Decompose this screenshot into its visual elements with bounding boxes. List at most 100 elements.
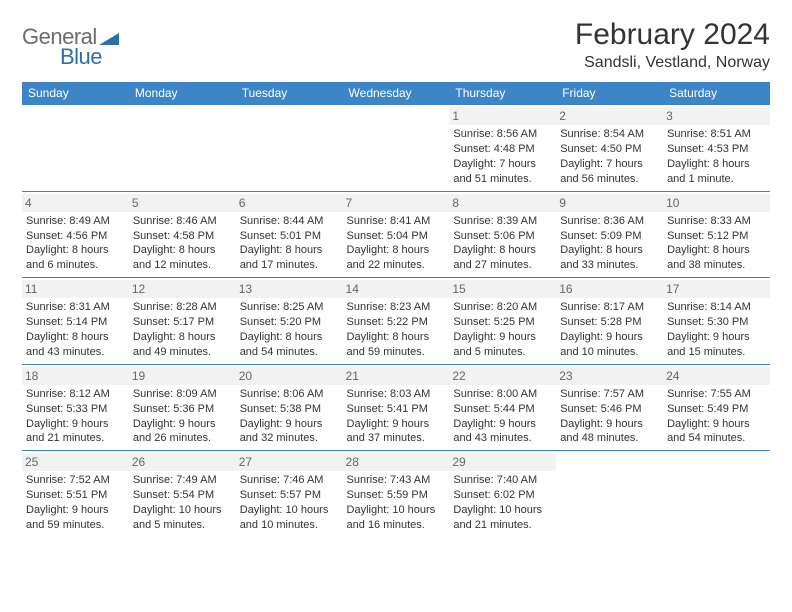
daylight-line: Daylight: 8 hours and 59 minutes. (347, 330, 446, 360)
sunset-line: Sunset: 5:06 PM (453, 229, 552, 244)
sunrise-line: Sunrise: 8:14 AM (667, 300, 766, 315)
day-number: 7 (343, 194, 450, 212)
calendar-day-cell (556, 451, 663, 537)
sunset-line: Sunset: 5:30 PM (667, 315, 766, 330)
col-saturday: Saturday (663, 82, 770, 105)
calendar-day-cell: 13Sunrise: 8:25 AMSunset: 5:20 PMDayligh… (236, 278, 343, 365)
daylight-line: Daylight: 9 hours and 32 minutes. (240, 417, 339, 447)
calendar-day-cell: 6Sunrise: 8:44 AMSunset: 5:01 PMDaylight… (236, 191, 343, 278)
day-number: 12 (129, 280, 236, 298)
month-title: February 2024 (575, 18, 770, 52)
logo-word-blue: Blue (22, 44, 102, 70)
sunset-line: Sunset: 4:50 PM (560, 142, 659, 157)
calendar-day-cell: 21Sunrise: 8:03 AMSunset: 5:41 PMDayligh… (343, 364, 450, 451)
sunrise-line: Sunrise: 8:54 AM (560, 127, 659, 142)
sunset-line: Sunset: 5:51 PM (26, 488, 125, 503)
day-number: 16 (556, 280, 663, 298)
daylight-line: Daylight: 8 hours and 54 minutes. (240, 330, 339, 360)
sunrise-line: Sunrise: 7:57 AM (560, 387, 659, 402)
daylight-line: Daylight: 8 hours and 1 minute. (667, 157, 766, 187)
day-number: 11 (22, 280, 129, 298)
calendar-day-cell: 9Sunrise: 8:36 AMSunset: 5:09 PMDaylight… (556, 191, 663, 278)
daylight-line: Daylight: 8 hours and 22 minutes. (347, 243, 446, 273)
sunrise-line: Sunrise: 8:12 AM (26, 387, 125, 402)
sunset-line: Sunset: 4:48 PM (453, 142, 552, 157)
sunrise-line: Sunrise: 7:55 AM (667, 387, 766, 402)
calendar-week-row: 4Sunrise: 8:49 AMSunset: 4:56 PMDaylight… (22, 191, 770, 278)
day-number: 22 (449, 367, 556, 385)
daylight-line: Daylight: 9 hours and 37 minutes. (347, 417, 446, 447)
sunrise-line: Sunrise: 8:25 AM (240, 300, 339, 315)
calendar-day-cell: 7 Sunrise: 8:41 AMSunset: 5:04 PMDaylight… (343, 191, 450, 278)
day-number: 1 (449, 107, 556, 125)
calendar-day-cell (22, 105, 129, 192)
daylight-line: Daylight: 7 hours and 56 minutes. (560, 157, 659, 187)
daylight-line: Daylight: 10 hours and 10 minutes. (240, 503, 339, 533)
sunrise-line: Sunrise: 8:39 AM (453, 214, 552, 229)
sunrise-line: Sunrise: 8:23 AM (347, 300, 446, 315)
daylight-line: Daylight: 10 hours and 16 minutes. (347, 503, 446, 533)
calendar-day-cell (236, 105, 343, 192)
sunrise-line: Sunrise: 8:33 AM (667, 214, 766, 229)
sunrise-line: Sunrise: 7:49 AM (133, 473, 232, 488)
calendar-table: Sunday Monday Tuesday Wednesday Thursday… (22, 82, 770, 537)
daylight-line: Daylight: 9 hours and 26 minutes. (133, 417, 232, 447)
sunset-line: Sunset: 5:20 PM (240, 315, 339, 330)
sunrise-line: Sunrise: 7:40 AM (453, 473, 552, 488)
day-number: 8 (449, 194, 556, 212)
location-subtitle: Sandsli, Vestland, Norway (575, 54, 770, 72)
daylight-line: Daylight: 9 hours and 5 minutes. (453, 330, 552, 360)
col-monday: Monday (129, 82, 236, 105)
day-number: 20 (236, 367, 343, 385)
sunrise-line: Sunrise: 8:56 AM (453, 127, 552, 142)
daylight-line: Daylight: 8 hours and 43 minutes. (26, 330, 125, 360)
daylight-line: Daylight: 7 hours and 51 minutes. (453, 157, 552, 187)
sunset-line: Sunset: 5:41 PM (347, 402, 446, 417)
calendar-day-cell: 3Sunrise: 8:51 AMSunset: 4:53 PMDaylight… (663, 105, 770, 192)
col-friday: Friday (556, 82, 663, 105)
sunset-line: Sunset: 5:22 PM (347, 315, 446, 330)
sunrise-line: Sunrise: 8:41 AM (347, 214, 446, 229)
sunrise-line: Sunrise: 8:36 AM (560, 214, 659, 229)
col-thursday: Thursday (449, 82, 556, 105)
calendar-day-cell: 29Sunrise: 7:40 AMSunset: 6:02 PMDayligh… (449, 451, 556, 537)
daylight-line: Daylight: 8 hours and 38 minutes. (667, 243, 766, 273)
sunrise-line: Sunrise: 8:31 AM (26, 300, 125, 315)
sunset-line: Sunset: 5:17 PM (133, 315, 232, 330)
day-number: 25 (22, 453, 129, 471)
sunset-line: Sunset: 5:14 PM (26, 315, 125, 330)
calendar-day-cell: 12 Sunrise: 8:28 AMSunset: 5:17 PMDayligh… (129, 278, 236, 365)
sunset-line: Sunset: 5:04 PM (347, 229, 446, 244)
sunset-line: Sunset: 5:28 PM (560, 315, 659, 330)
sunset-line: Sunset: 5:01 PM (240, 229, 339, 244)
calendar-day-cell: 10Sunrise: 8:33 AMSunset: 5:12 PMDayligh… (663, 191, 770, 278)
calendar-day-cell: 23Sunrise: 7:57 AMSunset: 5:46 PMDayligh… (556, 364, 663, 451)
sunrise-line: Sunrise: 8:28 AM (133, 300, 232, 315)
daylight-line: Daylight: 8 hours and 49 minutes. (133, 330, 232, 360)
day-number: 23 (556, 367, 663, 385)
daylight-line: Daylight: 8 hours and 12 minutes. (133, 243, 232, 273)
calendar-day-cell: 19Sunrise: 8:09 AMSunset: 5:36 PMDayligh… (129, 364, 236, 451)
day-number: 19 (129, 367, 236, 385)
sunset-line: Sunset: 5:59 PM (347, 488, 446, 503)
calendar-week-row: 11Sunrise: 8:31 AMSunset: 5:14 PMDayligh… (22, 278, 770, 365)
sunset-line: Sunset: 5:44 PM (453, 402, 552, 417)
daylight-line: Daylight: 9 hours and 59 minutes. (26, 503, 125, 533)
sunrise-line: Sunrise: 7:43 AM (347, 473, 446, 488)
day-number: 2 (556, 107, 663, 125)
calendar-day-cell (663, 451, 770, 537)
sunrise-line: Sunrise: 8:06 AM (240, 387, 339, 402)
calendar-day-cell: 17Sunrise: 8:14 AMSunset: 5:30 PMDayligh… (663, 278, 770, 365)
sunset-line: Sunset: 5:25 PM (453, 315, 552, 330)
calendar-day-cell: 28Sunrise: 7:43 AMSunset: 5:59 PMDayligh… (343, 451, 450, 537)
day-number: 26 (129, 453, 236, 471)
sunrise-line: Sunrise: 8:00 AM (453, 387, 552, 402)
calendar-day-cell: 16Sunrise: 8:17 AMSunset: 5:28 PMDayligh… (556, 278, 663, 365)
day-number: 21 (343, 367, 450, 385)
calendar-day-cell: 1 Sunrise: 8:56 AMSunset: 4:48 PMDaylight… (449, 105, 556, 192)
calendar-day-cell: 27Sunrise: 7:46 AMSunset: 5:57 PMDayligh… (236, 451, 343, 537)
calendar-day-cell: 24Sunrise: 7:55 AMSunset: 5:49 PMDayligh… (663, 364, 770, 451)
day-number: 6 (236, 194, 343, 212)
day-number: 27 (236, 453, 343, 471)
day-number: 15 (449, 280, 556, 298)
